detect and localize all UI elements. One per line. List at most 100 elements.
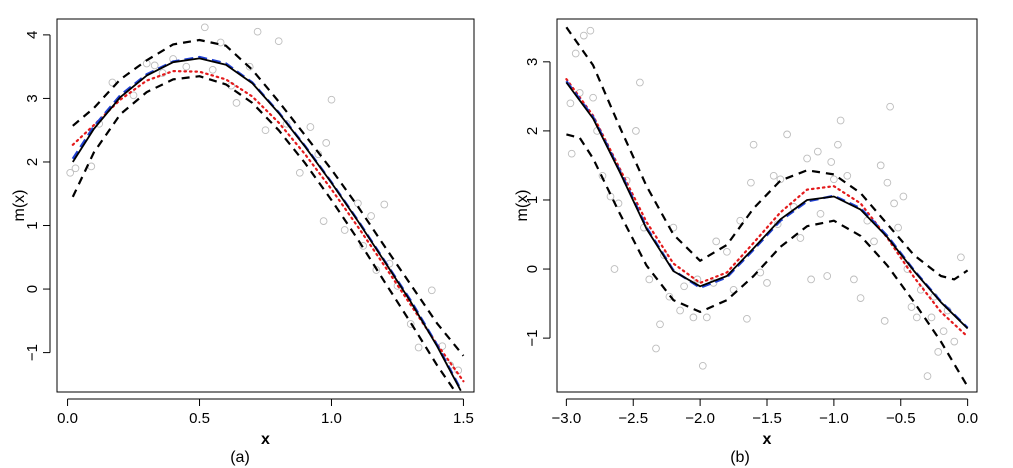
x-tick-label: −1.0 xyxy=(819,410,849,427)
data-point xyxy=(912,313,921,322)
data-point xyxy=(129,91,138,100)
data-point xyxy=(747,178,755,187)
data-point xyxy=(950,337,959,346)
panel-caption: (b) xyxy=(730,449,750,466)
data-point xyxy=(776,175,785,184)
black-solid-curve xyxy=(565,81,969,330)
data-point xyxy=(807,275,815,284)
x-tick-label: 0.0 xyxy=(57,410,78,427)
data-point xyxy=(406,320,415,328)
data-point xyxy=(736,216,745,225)
data-point xyxy=(567,149,576,158)
x-tick-label: −2.5 xyxy=(618,410,648,427)
y-tick-label: 3 xyxy=(24,94,41,102)
data-point xyxy=(890,199,898,208)
data-point xyxy=(610,265,619,273)
data-point xyxy=(957,253,965,262)
data-point xyxy=(796,234,805,242)
data-point xyxy=(927,313,936,322)
data-point xyxy=(414,343,423,352)
data-point xyxy=(749,140,758,149)
data-point xyxy=(876,161,885,170)
data-point xyxy=(306,123,315,131)
data-point xyxy=(295,168,304,177)
data-point xyxy=(327,95,336,104)
data-point xyxy=(816,209,825,218)
data-point xyxy=(886,102,894,111)
data-point xyxy=(769,171,778,180)
data-point xyxy=(589,93,597,102)
data-point xyxy=(150,61,159,70)
data-point xyxy=(108,78,117,87)
panel-caption: (a) xyxy=(230,449,250,466)
y-tick-label: 2 xyxy=(524,127,541,135)
data-point xyxy=(676,306,684,315)
data-point xyxy=(723,247,731,256)
data-point xyxy=(894,223,902,232)
data-points xyxy=(66,23,463,375)
plot-frame xyxy=(556,18,978,393)
upper-band-curve xyxy=(565,26,969,281)
y-tick-label: −1 xyxy=(24,344,41,361)
data-point xyxy=(870,237,878,246)
data-point xyxy=(200,23,209,32)
data-point xyxy=(579,31,588,40)
data-point xyxy=(632,127,640,135)
data-point xyxy=(783,130,791,139)
data-point xyxy=(773,220,782,229)
y-tick-label: 0 xyxy=(524,265,541,273)
x-tick-label: −0.5 xyxy=(886,410,916,427)
data-point xyxy=(923,372,932,380)
data-point xyxy=(586,26,595,35)
x-axis-label: x xyxy=(763,431,772,448)
data-point xyxy=(880,317,889,325)
data-point xyxy=(606,192,615,201)
data-point xyxy=(680,282,688,291)
red-dotted-curve xyxy=(565,78,969,338)
data-point xyxy=(571,49,580,58)
y-tick-label: −1 xyxy=(524,330,541,347)
y-tick-label: 1 xyxy=(24,221,41,229)
data-point xyxy=(813,147,822,156)
data-point xyxy=(712,237,721,246)
data-point xyxy=(823,272,832,280)
data-point xyxy=(282,119,291,128)
data-point xyxy=(566,99,575,108)
data-point xyxy=(182,62,191,71)
plot-frame xyxy=(56,18,475,393)
data-point xyxy=(66,168,75,177)
data-point xyxy=(763,279,771,287)
data-point xyxy=(636,78,644,87)
data-point xyxy=(427,286,436,295)
upper-band-curve xyxy=(72,38,465,357)
y-tick-label: 2 xyxy=(24,158,41,166)
blue-dashed-curve xyxy=(71,55,462,391)
data-point xyxy=(698,361,707,370)
data-point xyxy=(743,314,751,323)
y-tick-label: 1 xyxy=(524,196,541,204)
data-point xyxy=(372,266,381,274)
data-point xyxy=(827,158,836,166)
data-point xyxy=(645,275,654,284)
x-tick-label: −1.5 xyxy=(752,410,782,427)
data-point xyxy=(158,69,167,77)
data-point xyxy=(843,171,852,180)
data-point xyxy=(834,140,842,149)
data-points xyxy=(566,26,965,380)
panel-a: 0.0 0.5 1.0 1.5 −1 0 1 2 3 4 m(x) x (a) xyxy=(11,18,475,466)
panel-b: −3.0 −2.5 −2.0 −1.5 −1.0 −0.5 0.0 −1 0 1 2 3 m(x) x (b… xyxy=(514,18,978,466)
data-point xyxy=(702,313,711,322)
data-point xyxy=(850,275,858,284)
data-point xyxy=(216,38,225,47)
data-point xyxy=(830,175,838,184)
data-point xyxy=(319,217,328,225)
data-point xyxy=(322,139,331,147)
data-point xyxy=(367,212,375,220)
data-point xyxy=(208,65,217,74)
data-point xyxy=(934,348,943,356)
data-point xyxy=(245,62,254,71)
x-tick-label: 1.0 xyxy=(321,410,342,427)
data-point xyxy=(261,126,270,135)
data-point xyxy=(354,199,362,208)
data-point xyxy=(359,242,368,250)
